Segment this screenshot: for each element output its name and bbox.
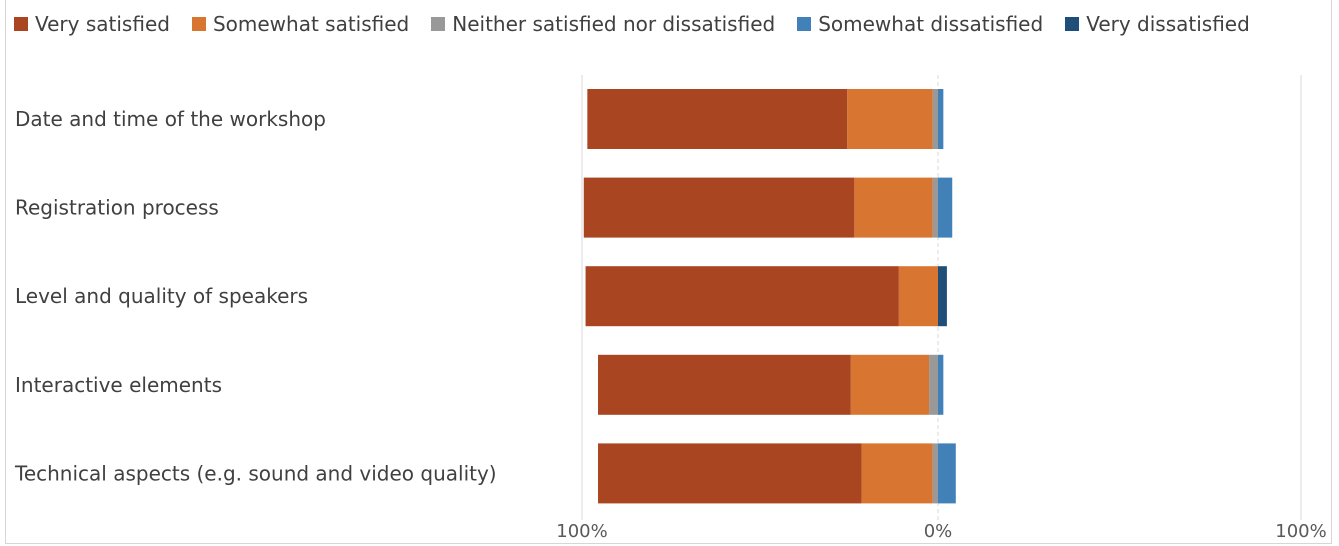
category-label: Technical aspects (e.g. sound and video … <box>14 461 497 485</box>
category-label: Interactive elements <box>15 373 222 397</box>
bar-segment-somewhat-satisfied <box>850 354 930 415</box>
bar-segment-very-dissatisfied <box>938 266 947 327</box>
legend-item-very-satisfied[interactable]: Very satisfied <box>14 12 170 36</box>
legend-item-somewhat-dissatisfied[interactable]: Somewhat dissatisfied <box>797 12 1043 36</box>
x-tick-label: 100% <box>1275 521 1326 542</box>
legend-label: Somewhat dissatisfied <box>818 12 1044 36</box>
bar-segment-neither-satisfied-nor-dissatisfied <box>932 89 938 149</box>
category-label: Date and time of the workshop <box>15 107 326 131</box>
bar-segment-somewhat-dissatisfied <box>938 89 944 149</box>
bar-segment-very-satisfied <box>598 443 862 504</box>
category-label: Level and quality of speakers <box>15 284 308 308</box>
legend-item-somewhat-satisfied[interactable]: Somewhat satisfied <box>191 12 410 36</box>
legend-label: Somewhat satisfied <box>212 12 410 36</box>
legend-item-very-dissatisfied[interactable]: Very dissatisfied <box>1065 12 1250 36</box>
bar-segment-somewhat-satisfied <box>861 443 933 504</box>
bar-segment-neither-satisfied-nor-dissatisfied <box>929 354 938 415</box>
legend-swatch <box>431 17 446 31</box>
bar-segment-neither-satisfied-nor-dissatisfied <box>932 177 938 238</box>
chart-legend: Very satisfied Somewhat satisfied Neithe… <box>14 8 1250 40</box>
bar-segment-somewhat-dissatisfied <box>938 354 944 415</box>
category-label: Registration process <box>15 196 219 220</box>
chart-frame <box>5 0 1332 544</box>
legend-label: Very satisfied <box>35 12 170 36</box>
bar-segment-very-satisfied <box>598 354 851 415</box>
legend-swatch <box>14 17 28 31</box>
legend-swatch <box>1065 17 1080 31</box>
bar-segment-somewhat-dissatisfied <box>938 443 956 504</box>
legend-item-neither[interactable]: Neither satisfied nor dissatisfied <box>431 12 775 36</box>
legend-swatch <box>191 17 206 31</box>
bar-segment-very-satisfied <box>583 177 855 238</box>
bar-segment-very-satisfied <box>585 266 899 327</box>
legend-label: Neither satisfied nor dissatisfied <box>452 12 776 36</box>
legend-label: Very dissatisfied <box>1086 12 1250 36</box>
x-tick-label: 0% <box>924 521 953 542</box>
legend-swatch <box>797 17 812 31</box>
x-tick-label: 100% <box>556 521 607 542</box>
bar-segment-somewhat-dissatisfied <box>938 177 953 238</box>
bar-segment-very-satisfied <box>587 89 848 149</box>
bar-segment-somewhat-satisfied <box>854 177 933 238</box>
bar-segment-somewhat-satisfied <box>847 89 933 149</box>
bar-segment-neither-satisfied-nor-dissatisfied <box>932 443 938 504</box>
bar-segment-somewhat-satisfied <box>898 266 938 327</box>
